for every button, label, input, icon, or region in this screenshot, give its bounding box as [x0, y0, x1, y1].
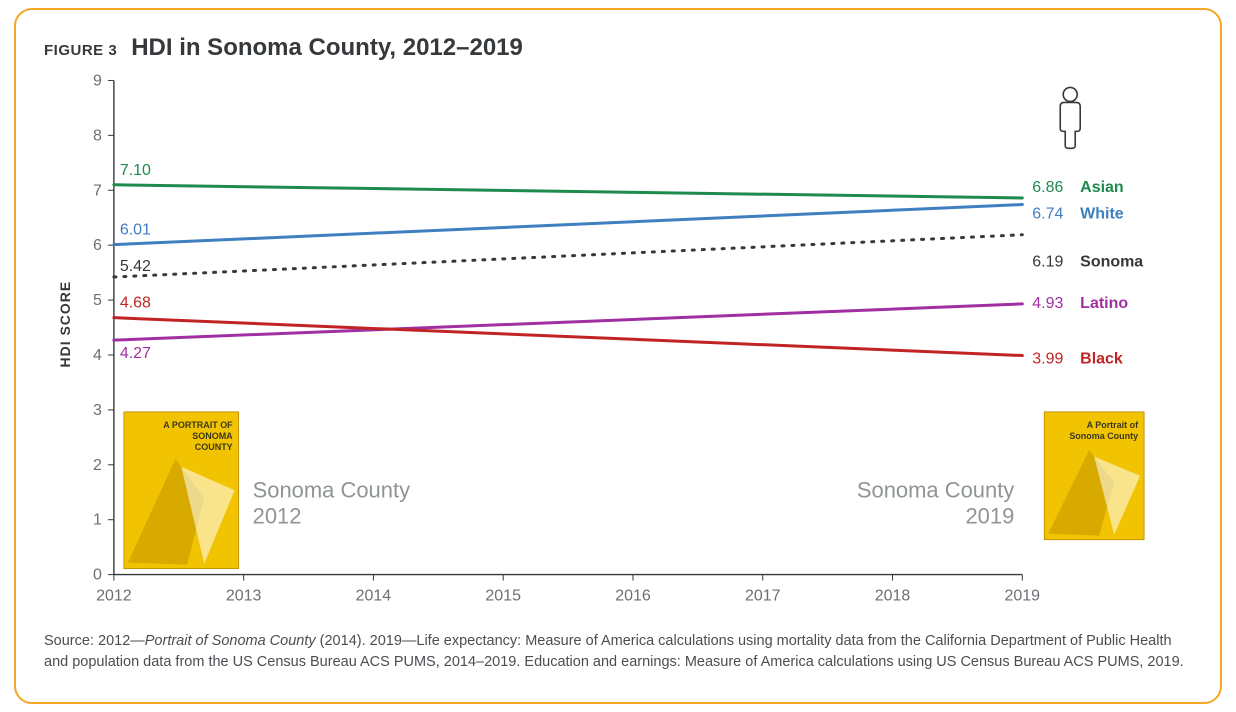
figure-label: FIGURE 3: [44, 42, 117, 59]
annotation-label: Sonoma County: [857, 478, 1014, 503]
title-row: FIGURE 3 HDI in Sonoma County, 2012–2019: [44, 34, 1192, 62]
annotation-label: Sonoma County: [253, 478, 410, 503]
line-chart: 0 1 2 3 4 5 6 7 8 9 HDI SCORE 2012 2013 2014 2015 2016 2…: [44, 70, 1192, 625]
start-value-white: 6.01: [120, 222, 151, 239]
x-tick-label: 2017: [745, 588, 781, 605]
annotation-year: 2019: [965, 504, 1014, 529]
source-note: Source: 2012—Portrait of Sonoma County (…: [44, 631, 1192, 673]
y-tick-label: 7: [93, 182, 102, 199]
series-line-white: [114, 205, 1022, 245]
series-label-latino: Latino: [1080, 295, 1128, 312]
y-tick-label: 3: [93, 402, 102, 419]
start-value-black: 4.68: [120, 295, 151, 312]
svg-text:SONOMA: SONOMA: [192, 431, 233, 441]
end-value-asian: 6.86: [1032, 179, 1063, 196]
y-tick-label: 5: [93, 292, 102, 309]
y-tick-label: 9: [93, 72, 102, 89]
series-line-sonoma: [114, 235, 1022, 277]
series-label-asian: Asian: [1080, 179, 1124, 196]
y-tick-label: 6: [93, 237, 102, 254]
series-label-black: Black: [1080, 351, 1123, 368]
series-label-white: White: [1080, 206, 1124, 223]
annotation-year: 2012: [253, 504, 302, 529]
y-tick-label: 8: [93, 127, 102, 144]
x-tick-label: 2012: [96, 588, 132, 605]
y-tick-label: 0: [93, 567, 102, 584]
y-tick-label: 2: [93, 457, 102, 474]
figure-title: HDI in Sonoma County, 2012–2019: [131, 34, 523, 62]
series-line-asian: [114, 185, 1022, 198]
figure-frame: FIGURE 3 HDI in Sonoma County, 2012–2019…: [14, 8, 1222, 704]
series-label-sonoma: Sonoma: [1080, 254, 1143, 271]
end-value-latino: 4.93: [1032, 295, 1063, 312]
person-icon-body: [1060, 102, 1080, 148]
start-value-asian: 7.10: [120, 162, 151, 179]
y-axis-title: HDI SCORE: [57, 281, 73, 368]
svg-text:Sonoma County: Sonoma County: [1069, 431, 1138, 441]
chart-container: 0 1 2 3 4 5 6 7 8 9 HDI SCORE 2012 2013 2014 2015 2016 2…: [44, 70, 1192, 625]
start-value-latino: 4.27: [120, 345, 151, 362]
x-tick-label: 2014: [356, 588, 392, 605]
svg-text:A PORTRAIT OF: A PORTRAIT OF: [163, 420, 233, 430]
x-tick-label: 2013: [226, 588, 262, 605]
y-tick-label: 1: [93, 512, 102, 529]
end-value-sonoma: 6.19: [1032, 254, 1063, 271]
x-tick-label: 2016: [615, 588, 651, 605]
end-value-white: 6.74: [1032, 206, 1063, 223]
svg-text:COUNTY: COUNTY: [195, 442, 233, 452]
x-tick-label: 2015: [485, 588, 521, 605]
x-tick-label: 2018: [875, 588, 911, 605]
y-tick-label: 4: [93, 347, 102, 364]
start-value-sonoma: 5.42: [120, 258, 151, 275]
end-value-black: 3.99: [1032, 351, 1063, 368]
person-icon: [1063, 87, 1077, 101]
svg-text:A Portrait of: A Portrait of: [1087, 420, 1139, 430]
x-tick-label: 2019: [1005, 588, 1041, 605]
